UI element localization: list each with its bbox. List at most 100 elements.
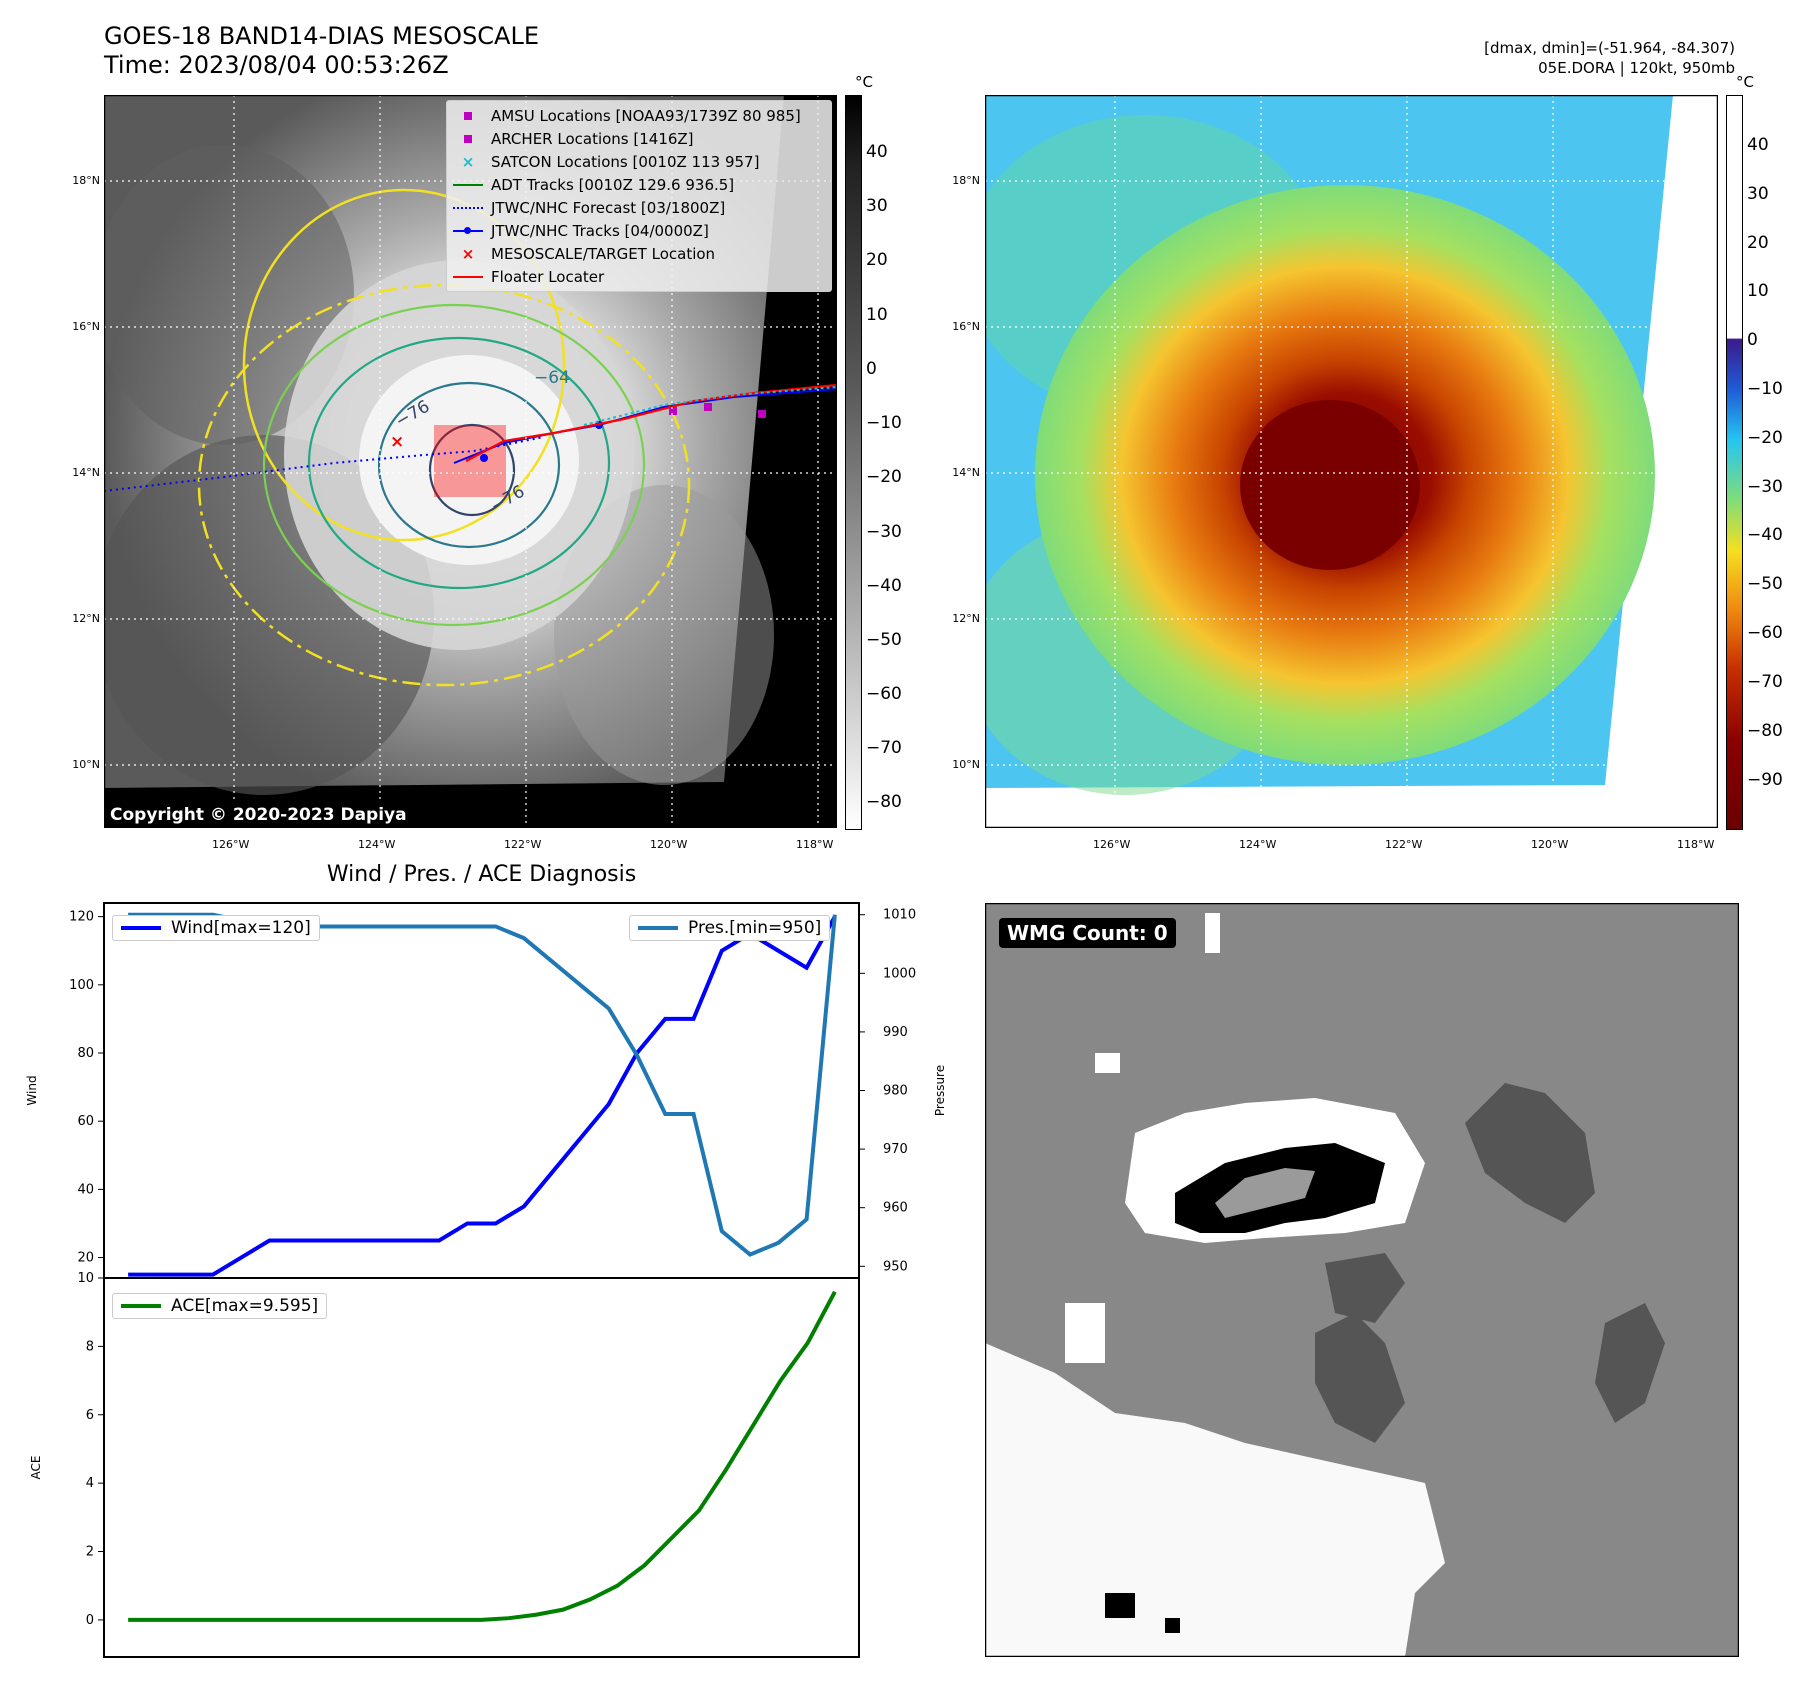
colorbar-tick: 40 — [1747, 135, 1769, 155]
wind-ytick-label: 100 — [69, 978, 94, 993]
ir-legend: AMSU Locations [NOAA93/1739Z 80 985] ARC… — [446, 100, 832, 292]
pressure-ytick-label: 990 — [883, 1025, 908, 1040]
legend-label: MESOSCALE/TARGET Location — [491, 244, 716, 263]
ace-ytick-label: 4 — [86, 1476, 94, 1491]
legend-line-icon — [453, 183, 483, 186]
colorbar-tick: −40 — [1747, 525, 1783, 545]
wind-ytick-label: 20 — [77, 1251, 94, 1266]
legend-item-satcon: × SATCON Locations [0010Z 113 957] — [447, 150, 831, 173]
ir-map-panel: × −64 −76 −76 AMSU Locations [NOAA93/173… — [104, 95, 837, 828]
color-colorbar — [1726, 95, 1743, 830]
color-lon-labels: 126°W 124°W 122°W 120°W 118°W — [985, 838, 1718, 858]
colorbar-tick: 20 — [866, 250, 888, 270]
forecast-track — [104, 436, 545, 492]
wind-legend: Wind[max=120] — [112, 915, 320, 941]
color-map-image — [985, 95, 1718, 828]
lat-label: 18°N — [952, 174, 980, 187]
legend-item-forecast: JTWC/NHC Forecast [03/1800Z] — [447, 196, 831, 219]
ace-series-line — [128, 1290, 837, 1622]
pressure-ytick-label: 1010 — [883, 908, 916, 923]
legend-x-icon: × — [461, 244, 475, 263]
pressure-legend: Pres.[min=950] — [629, 915, 831, 941]
colorbar-tick: 30 — [866, 196, 888, 216]
legend-line-icon — [638, 926, 678, 930]
lon-label: 126°W — [212, 838, 250, 851]
storm-info: [dmax, dmin]=(-51.964, -84.307) 05E.DORA… — [1484, 38, 1735, 78]
lon-label: 120°W — [650, 838, 688, 851]
ace-ytick-label: 10 — [77, 1271, 94, 1286]
pressure-ytick-label: 980 — [883, 1084, 908, 1099]
pressure-ytick-label: 1000 — [883, 966, 916, 981]
colorbar-tick: −60 — [866, 684, 902, 704]
color-colorbar-ticks: 40 30 20 10 0 −10 −20 −30 −40 −50 −60 −7… — [1747, 95, 1797, 828]
color-lat-labels: 18°N 16°N 14°N 12°N 10°N — [940, 95, 980, 828]
ir-colorbar — [845, 95, 862, 830]
map-gridlines — [985, 95, 1718, 828]
ace-ytick-label: 2 — [86, 1545, 94, 1560]
colorbar-tick: −50 — [1747, 574, 1783, 594]
pressure-ytick-label: 960 — [883, 1201, 908, 1216]
lon-label: 118°W — [796, 838, 834, 851]
ace-legend-label: ACE[max=9.595] — [171, 1296, 319, 1316]
pressure-series-line — [128, 912, 837, 1257]
colorbar-tick: −50 — [866, 630, 902, 650]
colorbar-tick: 10 — [866, 305, 888, 325]
colorbar-tick: −80 — [866, 792, 902, 812]
lat-label: 18°N — [72, 174, 100, 187]
ir-lat-labels: 18°N 16°N 14°N 12°N 10°N — [60, 95, 100, 828]
lon-label: 118°W — [1677, 838, 1715, 851]
wind-legend-label: Wind[max=120] — [171, 918, 311, 938]
colorbar-tick: −20 — [1747, 428, 1783, 448]
wind-ytick-label: 40 — [77, 1182, 94, 1197]
ace-ytick-label: 8 — [86, 1339, 94, 1354]
legend-item-tracks: JTWC/NHC Tracks [04/0000Z] — [447, 219, 831, 242]
ace-plot-frame — [103, 1277, 860, 1658]
legend-item-adt: ADT Tracks [0010Z 129.6 936.5] — [447, 173, 831, 196]
ace-axis-label: ACE — [29, 1456, 43, 1480]
pressure-legend-label: Pres.[min=950] — [688, 918, 822, 938]
lat-label: 16°N — [952, 320, 980, 333]
colorbar-tick: −30 — [1747, 477, 1783, 497]
legend-label: AMSU Locations [NOAA93/1739Z 80 985] — [491, 106, 801, 125]
color-map-panel — [985, 95, 1718, 828]
wind-ytick-label: 80 — [77, 1046, 94, 1061]
legend-square-icon — [453, 134, 483, 143]
storm-summary-text: 05E.DORA | 120kt, 950mb — [1538, 59, 1735, 77]
mesoscale-target-box — [434, 425, 506, 497]
colorbar-tick: −30 — [866, 522, 902, 542]
lat-label: 12°N — [72, 612, 100, 625]
legend-label: ARCHER Locations [1416Z] — [491, 129, 694, 148]
pressure-ytick-label: 950 — [883, 1259, 908, 1274]
lat-label: 10°N — [952, 758, 980, 771]
legend-x-icon: × — [461, 152, 475, 171]
legend-label: JTWC/NHC Tracks [04/0000Z] — [491, 221, 709, 240]
copyright-label: Copyright © 2020-2023 Dapiya — [104, 802, 413, 828]
legend-item-archer: ARCHER Locations [1416Z] — [447, 127, 831, 150]
lat-label: 14°N — [72, 466, 100, 479]
ace-ytick-label: 6 — [86, 1408, 94, 1423]
legend-label: Floater Locater — [491, 267, 605, 286]
colorbar-tick: −70 — [866, 738, 902, 758]
lat-label: 12°N — [952, 612, 980, 625]
lat-label: 16°N — [72, 320, 100, 333]
wmg-image — [985, 903, 1739, 1657]
lon-label: 120°W — [1531, 838, 1569, 851]
colorbar-tick: −10 — [1747, 379, 1783, 399]
wind-series-line — [128, 915, 837, 1277]
colorbar-tick: 0 — [1747, 330, 1758, 350]
lat-label: 14°N — [952, 466, 980, 479]
title-line-2: Time: 2023/08/04 00:53:26Z — [104, 51, 449, 79]
wind-ytick-label: 60 — [77, 1114, 94, 1129]
wmg-panel: WMG Count: 0 — [985, 903, 1739, 1657]
contour-label-1: −64 — [534, 368, 570, 388]
wind-ytick-label: 120 — [69, 910, 94, 925]
legend-item-amsu: AMSU Locations [NOAA93/1739Z 80 985] — [447, 104, 831, 127]
colorbar-tick: 0 — [866, 359, 877, 379]
lon-label: 124°W — [1239, 838, 1277, 851]
colorbar-tick: 40 — [866, 142, 888, 162]
colorbar-tick: −90 — [1747, 770, 1783, 790]
legend-line-dot-icon — [453, 226, 483, 234]
colorbar-tick: 30 — [1747, 184, 1769, 204]
legend-item-target: × MESOSCALE/TARGET Location — [447, 242, 831, 265]
lat-label: 10°N — [72, 758, 100, 771]
